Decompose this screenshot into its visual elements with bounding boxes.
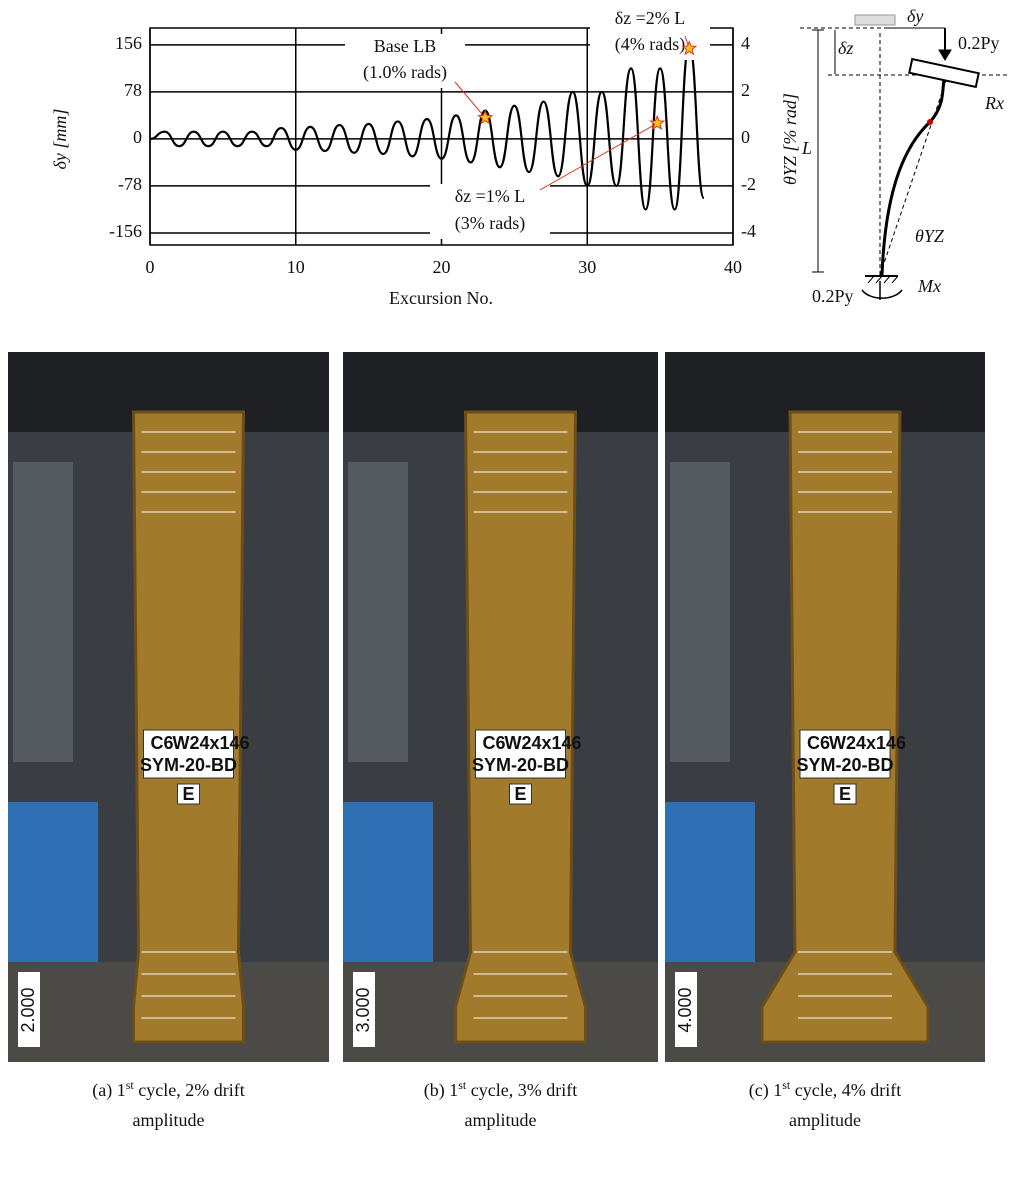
photo-equipment bbox=[670, 462, 730, 762]
annotation-text: Base LB bbox=[374, 36, 437, 56]
tag-text: C6 bbox=[151, 733, 174, 753]
tag-text: C6 bbox=[807, 733, 830, 753]
x-tick-label: 0 bbox=[146, 257, 155, 277]
caption: (b) 1st cycle, 3% drift bbox=[424, 1078, 577, 1101]
tag-text: W24x146 bbox=[829, 733, 906, 753]
y-tick-label: 78 bbox=[124, 80, 142, 100]
caption-part: (a) 1 bbox=[92, 1080, 125, 1101]
caption-part: cycle, 4% drift bbox=[790, 1080, 901, 1100]
annotation-text: δz =1% L bbox=[455, 186, 526, 206]
tag-text: C6 bbox=[483, 733, 506, 753]
annotation-text: (3% rads) bbox=[455, 213, 525, 234]
caption: (c) 1st cycle, 4% drift bbox=[749, 1078, 901, 1101]
annotation-text: (1.0% rads) bbox=[363, 62, 447, 83]
caption-part: (b) 1 bbox=[424, 1080, 459, 1101]
caption: amplitude bbox=[789, 1110, 861, 1130]
y2-tick-label: -2 bbox=[741, 174, 756, 194]
tag-text: W24x146 bbox=[173, 733, 250, 753]
y-tick-label: -78 bbox=[118, 174, 142, 194]
photo-blue-rig bbox=[8, 802, 98, 962]
photo-equipment bbox=[348, 462, 408, 762]
diagram-label: 0.2Py bbox=[958, 33, 1000, 53]
face-text: E bbox=[514, 784, 526, 804]
annotation-leader bbox=[455, 82, 485, 118]
photo-equipment bbox=[13, 462, 73, 762]
photo-blue-rig bbox=[343, 802, 433, 962]
y2-tick-label: 0 bbox=[741, 127, 750, 147]
x-tick-label: 30 bbox=[578, 257, 596, 277]
sign-text: 3.000 bbox=[353, 987, 373, 1032]
column-diagram bbox=[800, 15, 1010, 300]
diagram-label: L bbox=[801, 138, 812, 158]
tag-text: SYM-20-BD bbox=[796, 755, 893, 775]
annotation-text: (4% rads) bbox=[615, 34, 685, 55]
figure: Excursion No. δy [mm] θYZ [% rad] -156 -7… bbox=[0, 0, 1021, 1196]
diagram-label: 0.2Py bbox=[812, 286, 854, 306]
x-axis-label: Excursion No. bbox=[389, 288, 493, 308]
caption-part: cycle, 3% drift bbox=[466, 1080, 577, 1100]
diagram-label: Rx bbox=[984, 93, 1004, 113]
caption: (a) 1st cycle, 2% drift bbox=[92, 1078, 244, 1101]
face-text: E bbox=[182, 784, 194, 804]
column bbox=[134, 412, 244, 1042]
y-tick-label: 0 bbox=[133, 127, 142, 147]
y-axis-label: δy [mm] bbox=[50, 109, 70, 170]
caption: amplitude bbox=[133, 1110, 205, 1130]
x-tick-label: 10 bbox=[287, 257, 305, 277]
face-text: E bbox=[839, 784, 851, 804]
sign-text: 4.000 bbox=[675, 987, 695, 1032]
y2-axis-label: θYZ [% rad] bbox=[780, 93, 800, 185]
tag-text: W24x146 bbox=[505, 733, 582, 753]
tag-text: SYM-20-BD bbox=[140, 755, 237, 775]
caption-part: (c) 1 bbox=[749, 1080, 782, 1101]
y2-tick-label: 4 bbox=[741, 33, 750, 53]
y2-tick-label: 2 bbox=[741, 80, 750, 100]
x-tick-label: 20 bbox=[433, 257, 451, 277]
photo-blue-rig bbox=[665, 802, 755, 962]
column bbox=[456, 412, 586, 1042]
diagram-label: θYZ bbox=[915, 226, 945, 246]
caption: amplitude bbox=[465, 1110, 537, 1130]
y2-tick-label: -4 bbox=[741, 221, 756, 241]
tag-text: SYM-20-BD bbox=[472, 755, 569, 775]
diagram-label: δz bbox=[838, 38, 853, 58]
x-tick-label: 40 bbox=[724, 257, 742, 277]
diagram-label: Mx bbox=[917, 276, 941, 296]
y-tick-label: -156 bbox=[109, 221, 142, 241]
caption-part: cycle, 2% drift bbox=[134, 1080, 245, 1100]
diagram-label: δy bbox=[907, 6, 923, 26]
sign-text: 2.000 bbox=[18, 987, 38, 1032]
y-tick-label: 156 bbox=[115, 33, 142, 53]
annotation-text: δz =2% L bbox=[615, 8, 686, 28]
